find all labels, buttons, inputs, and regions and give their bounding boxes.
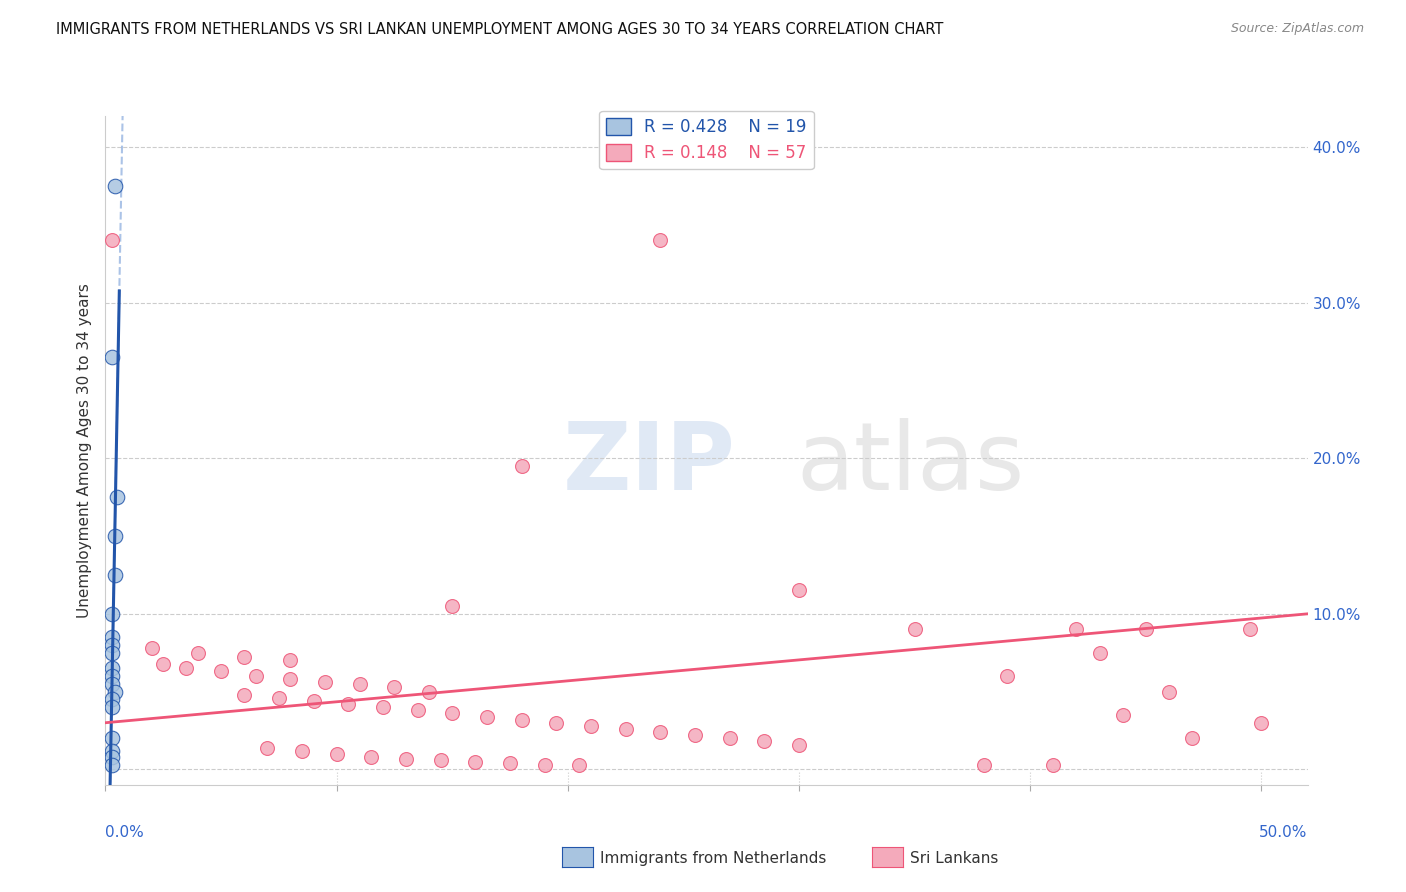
Point	[101, 757, 124, 772]
Point	[101, 669, 124, 683]
Point	[568, 757, 591, 772]
Point	[101, 750, 124, 764]
Text: Source: ZipAtlas.com: Source: ZipAtlas.com	[1230, 22, 1364, 36]
Point	[245, 669, 267, 683]
Point	[510, 713, 533, 727]
Point	[579, 719, 602, 733]
Point	[101, 744, 124, 758]
Point	[349, 677, 371, 691]
Point	[101, 646, 124, 660]
Point	[256, 740, 278, 755]
Point	[1250, 715, 1272, 730]
Point	[233, 650, 256, 665]
Point	[533, 757, 555, 772]
Point	[995, 669, 1018, 683]
Point	[1042, 757, 1064, 772]
Point	[546, 715, 568, 730]
Point	[683, 728, 706, 742]
Point	[187, 646, 209, 660]
Point	[176, 661, 198, 675]
Point	[291, 744, 314, 758]
Point	[1066, 623, 1088, 637]
Point	[650, 725, 672, 739]
Point	[1181, 731, 1204, 746]
Point	[267, 690, 290, 705]
Point	[718, 731, 741, 746]
Point	[104, 684, 127, 698]
Point	[280, 672, 302, 686]
Point	[325, 747, 347, 761]
Point	[233, 688, 256, 702]
Point	[464, 755, 486, 769]
Point	[973, 757, 995, 772]
Point	[101, 638, 124, 652]
Text: 0.0%: 0.0%	[105, 825, 145, 840]
Point	[441, 599, 464, 613]
Legend: R = 0.428    N = 19, R = 0.148    N = 57: R = 0.428 N = 19, R = 0.148 N = 57	[599, 111, 814, 169]
Point	[152, 657, 174, 671]
Point	[101, 350, 124, 364]
Point	[429, 753, 451, 767]
Point	[101, 700, 124, 714]
Point	[302, 694, 325, 708]
Point	[141, 641, 163, 656]
Point	[101, 630, 124, 644]
Point	[614, 722, 637, 736]
Text: ZIP: ZIP	[562, 417, 735, 510]
Point	[1239, 623, 1261, 637]
Point	[903, 623, 925, 637]
Point	[104, 178, 127, 193]
Point	[280, 653, 302, 667]
Point	[209, 665, 232, 679]
Point	[101, 677, 124, 691]
Text: IMMIGRANTS FROM NETHERLANDS VS SRI LANKAN UNEMPLOYMENT AMONG AGES 30 TO 34 YEARS: IMMIGRANTS FROM NETHERLANDS VS SRI LANKA…	[56, 22, 943, 37]
Point	[406, 703, 429, 717]
Point	[1157, 684, 1180, 698]
Point	[650, 234, 672, 248]
Point	[314, 675, 336, 690]
Point	[787, 583, 810, 598]
Point	[1111, 708, 1133, 723]
Text: Immigrants from Netherlands: Immigrants from Netherlands	[600, 851, 827, 865]
Point	[371, 700, 394, 714]
Point	[360, 750, 382, 764]
Point	[754, 734, 776, 748]
Text: 50.0%: 50.0%	[1260, 825, 1308, 840]
Point	[1135, 623, 1157, 637]
Point	[105, 490, 128, 504]
Point	[101, 692, 124, 706]
Point	[475, 709, 498, 723]
Point	[510, 458, 533, 473]
Point	[499, 756, 522, 771]
Text: atlas: atlas	[797, 417, 1025, 510]
Point	[101, 661, 124, 675]
Point	[104, 568, 127, 582]
Text: Sri Lankans: Sri Lankans	[910, 851, 998, 865]
Point	[101, 234, 124, 248]
Point	[1088, 646, 1111, 660]
Point	[101, 731, 124, 746]
Point	[418, 684, 440, 698]
Point	[395, 751, 418, 765]
Point	[101, 607, 124, 621]
Point	[104, 529, 127, 543]
Y-axis label: Unemployment Among Ages 30 to 34 years: Unemployment Among Ages 30 to 34 years	[76, 283, 91, 618]
Point	[787, 738, 810, 752]
Point	[337, 697, 360, 711]
Point	[441, 706, 464, 721]
Point	[384, 680, 406, 694]
